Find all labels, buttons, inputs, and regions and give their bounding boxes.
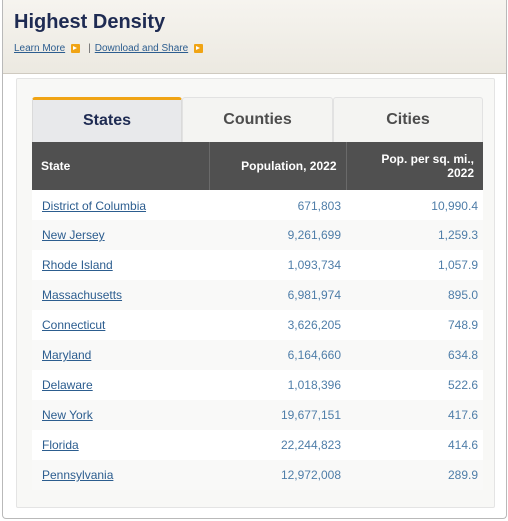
table-row: New Jersey 9,261,699 1,259.3 <box>32 220 483 250</box>
header-links: Learn More | Download and Share <box>14 43 211 54</box>
table-header-row: State Population, 2022 Pop. per sq. mi.,… <box>32 142 483 190</box>
state-link[interactable]: Connecticut <box>42 318 106 332</box>
density-table: State Population, 2022 Pop. per sq. mi.,… <box>32 142 483 490</box>
density-value: 895.0 <box>346 280 483 310</box>
state-link[interactable]: Florida <box>42 438 79 452</box>
column-header-state[interactable]: State <box>32 142 210 190</box>
state-link[interactable]: New Jersey <box>42 228 105 242</box>
table-row: Massachusetts 6,981,974 895.0 <box>32 280 483 310</box>
population-value: 6,164,660 <box>209 340 346 370</box>
download-and-share-link[interactable]: Download and Share <box>94 43 189 54</box>
table-row: Delaware 1,018,396 522.6 <box>32 370 483 400</box>
density-panel: States Counties Cities State Population,… <box>16 78 495 508</box>
population-value: 22,244,823 <box>209 430 346 460</box>
tab-states[interactable]: States <box>32 97 182 142</box>
density-value: 634.8 <box>346 340 483 370</box>
state-link[interactable]: Maryland <box>42 348 92 362</box>
population-value: 671,803 <box>209 190 346 220</box>
state-link[interactable]: District of Columbia <box>42 199 147 213</box>
state-link[interactable]: New York <box>42 408 93 422</box>
density-value: 522.6 <box>346 370 483 400</box>
state-link[interactable]: Pennsylvania <box>42 468 114 482</box>
table-row: Connecticut 3,626,205 748.9 <box>32 310 483 340</box>
column-header-population[interactable]: Population, 2022 <box>209 142 347 190</box>
arrow-right-icon[interactable] <box>71 44 81 53</box>
table-row: District of Columbia 671,803 10,990.4 <box>32 190 483 220</box>
tab-cities[interactable]: Cities <box>333 97 483 142</box>
table-row: Pennsylvania 12,972,008 289.9 <box>32 460 483 490</box>
table-row: Florida 22,244,823 414.6 <box>32 430 483 460</box>
link-separator: | <box>88 43 91 54</box>
tab-bar: States Counties Cities <box>32 97 483 142</box>
density-value: 10,990.4 <box>346 190 483 220</box>
population-value: 3,626,205 <box>209 310 346 340</box>
tab-counties[interactable]: Counties <box>182 97 333 142</box>
density-value: 748.9 <box>346 310 483 340</box>
table-row: New York 19,677,151 417.6 <box>32 400 483 430</box>
density-value: 1,057.9 <box>346 250 483 280</box>
population-value: 12,972,008 <box>209 460 346 490</box>
density-value: 414.6 <box>346 430 483 460</box>
population-value: 6,981,974 <box>209 280 346 310</box>
state-link[interactable]: Massachusetts <box>42 288 123 302</box>
table-row: Maryland 6,164,660 634.8 <box>32 340 483 370</box>
learn-more-link[interactable]: Learn More <box>14 43 66 54</box>
widget-header: Highest Density Learn More | Download an… <box>3 0 506 74</box>
density-value: 1,259.3 <box>346 220 483 250</box>
widget-title: Highest Density <box>14 11 166 33</box>
population-value: 1,093,734 <box>209 250 346 280</box>
table-row: Rhode Island 1,093,734 1,057.9 <box>32 250 483 280</box>
density-value: 417.6 <box>346 400 483 430</box>
arrow-right-icon[interactable] <box>194 44 204 53</box>
density-value: 289.9 <box>346 460 483 490</box>
column-header-density[interactable]: Pop. per sq. mi., 2022 <box>346 142 483 190</box>
population-value: 9,261,699 <box>209 220 346 250</box>
state-link[interactable]: Delaware <box>42 378 93 392</box>
state-link[interactable]: Rhode Island <box>42 258 113 272</box>
population-value: 1,018,396 <box>209 370 346 400</box>
population-value: 19,677,151 <box>209 400 346 430</box>
